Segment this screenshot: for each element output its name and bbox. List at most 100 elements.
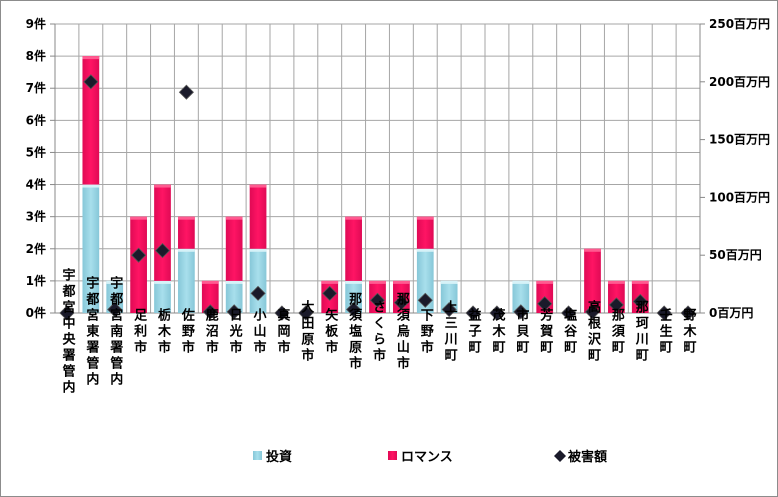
bar-highlight: [345, 280, 362, 284]
bar-highlight: [249, 184, 267, 188]
bar-highlight: [631, 280, 649, 284]
y-right-tick-label: 250百万円: [709, 17, 770, 31]
category-label: 大田原市: [298, 299, 314, 364]
bar-romance: [225, 216, 243, 281]
category-label: 上三川町: [442, 300, 459, 364]
bar-romance: [130, 216, 147, 313]
category-label: 壬生町: [657, 307, 673, 356]
bar-highlight: [536, 280, 554, 284]
damage-marker: [107, 301, 123, 318]
damage-marker: [346, 301, 362, 318]
damage-marker: [369, 292, 386, 308]
bar-highlight: [416, 216, 434, 220]
y-left-tick-label: 7件: [26, 80, 46, 95]
category-label: 那須塩原市: [346, 292, 363, 372]
bar-investment: [225, 280, 243, 313]
category-label: 小山市: [251, 308, 267, 356]
category-label: 矢板市: [322, 307, 338, 356]
category-label: 下野市: [418, 308, 434, 356]
legend-swatch-investment: [253, 451, 262, 460]
bar-highlight: [393, 280, 410, 284]
y-left-tick-label: 4件: [26, 177, 46, 192]
category-label: 茂木町: [489, 307, 506, 356]
damage-marker: [250, 285, 266, 301]
category-label: 宇都宮南署管内: [107, 275, 124, 388]
bar-highlight: [225, 216, 243, 220]
category-label: 野木町: [681, 308, 698, 356]
damage-marker: [489, 305, 505, 321]
category-label: さくら市: [370, 300, 386, 364]
damage-marker: [608, 297, 624, 313]
bar-investment: [154, 280, 171, 313]
bar-investment: [345, 280, 362, 313]
category-label: 塩谷町: [561, 307, 577, 356]
damage-marker: [465, 305, 481, 321]
bar-investment: [82, 184, 100, 313]
bar-highlight: [225, 280, 243, 284]
bar-highlight: [249, 248, 267, 252]
y-left-tick-label: 9件: [26, 16, 46, 31]
category-label: 那須烏山市: [394, 292, 411, 372]
legend-label: 被害額: [567, 449, 607, 465]
y-left-tick-label: 3件: [26, 209, 46, 224]
bar-highlight: [369, 280, 386, 284]
bar-romance: [249, 184, 267, 249]
bar-highlight: [345, 216, 362, 220]
damage-marker: [274, 305, 290, 321]
category-label: 栃木市: [155, 307, 172, 356]
bar-highlight: [178, 216, 195, 220]
damage-marker: [632, 293, 648, 310]
damage-marker: [561, 305, 577, 321]
legend-label: ロマンス: [401, 450, 453, 465]
legend-marker-damage: [554, 450, 566, 462]
bar-highlight: [82, 56, 100, 60]
bar-highlight: [440, 280, 458, 284]
damage-marker: [59, 305, 75, 321]
damage-marker: [656, 305, 672, 321]
damage-marker: [513, 304, 529, 320]
category-label: 真岡市: [274, 307, 290, 356]
bar-investment: [512, 280, 530, 313]
y-right-tick-label: 150百万円: [709, 133, 770, 147]
bar-highlight: [201, 280, 219, 284]
damage-marker: [584, 304, 601, 320]
bar-investment: [178, 248, 195, 313]
bar-highlight: [178, 248, 195, 252]
category-label: 市貝町: [513, 307, 529, 356]
y-right-tick-label: 200百万円: [709, 75, 770, 89]
category-label: 鹿沼市: [203, 307, 219, 356]
damage-marker: [83, 74, 99, 90]
category-label: 佐野市: [179, 307, 196, 356]
category-label: 芳賀町: [537, 307, 554, 356]
category-label: 宇都宮中央署管内: [59, 267, 76, 396]
damage-marker: [202, 304, 218, 320]
y-right-tick-label: 50百万円: [709, 248, 762, 262]
y-left-tick-label: 5件: [26, 144, 46, 159]
bar-highlight: [130, 216, 147, 220]
category-label: 高根沢町: [585, 299, 601, 364]
category-label: 足利市: [131, 308, 147, 356]
bar-highlight: [584, 248, 601, 252]
legend-label: 投資: [266, 449, 292, 465]
bar-romance: [178, 216, 195, 249]
y-left-tick-label: 6件: [26, 112, 46, 127]
bar-romance: [416, 216, 434, 249]
bar-highlight: [321, 280, 339, 284]
bar-highlight: [82, 184, 100, 188]
damage-marker: [417, 292, 433, 308]
bar-highlight: [106, 280, 124, 284]
category-label: 日光市: [227, 308, 244, 356]
damage-marker: [393, 295, 409, 311]
category-label: 那珂川町: [633, 300, 650, 364]
bar-investment: [249, 248, 267, 313]
bar-romance: [201, 280, 219, 313]
damage-marker: [154, 243, 171, 259]
bar-romance: [345, 216, 362, 281]
damage-marker: [298, 305, 314, 321]
y-left-tick-label: 8件: [26, 48, 46, 63]
category-label: 益子町: [466, 307, 482, 356]
y-left-tick-label: 2件: [26, 241, 46, 256]
category-label: 那須町: [609, 308, 626, 356]
damage-marker: [441, 301, 457, 318]
